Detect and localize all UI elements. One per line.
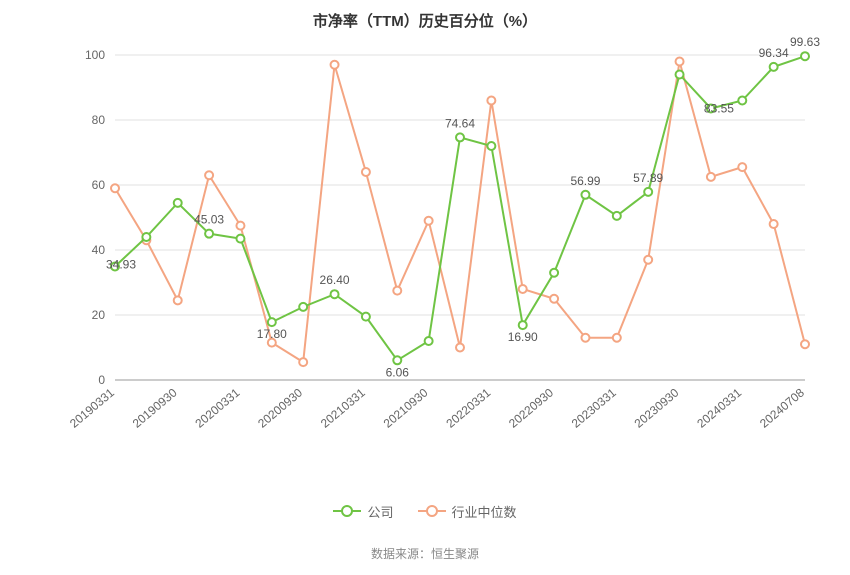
legend-label: 行业中位数 bbox=[452, 502, 517, 521]
x-axis-label: 20240708 bbox=[757, 385, 807, 430]
data-label-company: 16.90 bbox=[508, 330, 538, 344]
marker-industry_median bbox=[581, 334, 589, 342]
marker-company bbox=[770, 63, 778, 71]
marker-industry_median bbox=[676, 58, 684, 66]
marker-industry_median bbox=[613, 334, 621, 342]
marker-industry_median bbox=[456, 344, 464, 352]
marker-industry_median bbox=[205, 171, 213, 179]
marker-company bbox=[268, 318, 276, 326]
legend-marker-icon bbox=[426, 505, 438, 517]
y-axis-label: 100 bbox=[85, 48, 105, 62]
marker-industry_median bbox=[174, 296, 182, 304]
marker-industry_median bbox=[331, 61, 339, 69]
marker-company bbox=[487, 142, 495, 150]
marker-company bbox=[581, 191, 589, 199]
marker-company bbox=[801, 52, 809, 60]
marker-company bbox=[142, 233, 150, 241]
marker-company bbox=[738, 97, 746, 105]
marker-industry_median bbox=[770, 220, 778, 228]
marker-company bbox=[676, 71, 684, 79]
marker-company bbox=[644, 188, 652, 196]
data-label-company: 26.40 bbox=[320, 273, 350, 287]
marker-industry_median bbox=[393, 287, 401, 295]
marker-industry_median bbox=[801, 340, 809, 348]
y-axis-label: 60 bbox=[92, 178, 106, 192]
marker-company bbox=[613, 212, 621, 220]
legend-label: 公司 bbox=[367, 502, 393, 521]
data-label-company: 56.99 bbox=[570, 174, 600, 188]
data-label-company: 34.93 bbox=[106, 257, 136, 271]
y-axis-label: 80 bbox=[92, 113, 106, 127]
marker-company bbox=[425, 337, 433, 345]
y-axis-label: 40 bbox=[92, 243, 106, 257]
marker-company bbox=[456, 133, 464, 141]
marker-company bbox=[550, 269, 558, 277]
data-label-company: 45.03 bbox=[194, 213, 224, 227]
x-axis-label: 20220331 bbox=[443, 385, 493, 430]
marker-industry_median bbox=[299, 358, 307, 366]
data-label-company: 57.89 bbox=[633, 171, 663, 185]
x-axis-label: 20220930 bbox=[506, 385, 556, 430]
x-axis-label: 20230930 bbox=[632, 385, 682, 430]
data-source-footer: 数据来源：恒生聚源 bbox=[0, 545, 850, 562]
legend-item-company[interactable]: 公司 bbox=[333, 502, 393, 521]
marker-company bbox=[393, 356, 401, 364]
y-axis-label: 20 bbox=[92, 308, 106, 322]
x-axis-label: 20210331 bbox=[318, 385, 368, 430]
marker-industry_median bbox=[236, 222, 244, 230]
legend-line-icon bbox=[333, 510, 361, 512]
legend-line-icon bbox=[418, 510, 446, 512]
marker-industry_median bbox=[738, 163, 746, 171]
marker-industry_median bbox=[487, 97, 495, 105]
chart-container: 市净率（TTM）历史百分位（%） 0 20 40 60 80 100 20190331 201… bbox=[0, 0, 850, 575]
marker-industry_median bbox=[519, 285, 527, 293]
data-label-company: 96.34 bbox=[759, 46, 789, 60]
chart-svg: 0 20 40 60 80 100 20190331 20190930 20200331 2020… bbox=[0, 0, 850, 575]
legend-marker-icon bbox=[341, 505, 353, 517]
x-axis-label: 20210930 bbox=[381, 385, 431, 430]
legend: 公司 行业中位数 bbox=[0, 500, 850, 521]
marker-company bbox=[362, 313, 370, 321]
marker-industry_median bbox=[707, 173, 715, 181]
marker-industry_median bbox=[425, 217, 433, 225]
x-axis-label: 20200331 bbox=[192, 385, 242, 430]
marker-industry_median bbox=[111, 184, 119, 192]
marker-company bbox=[519, 321, 527, 329]
data-label-company: 83.55 bbox=[704, 101, 734, 115]
marker-industry_median bbox=[644, 256, 652, 264]
x-axis-label: 20230331 bbox=[569, 385, 619, 430]
marker-company bbox=[205, 230, 213, 238]
marker-industry_median bbox=[550, 295, 558, 303]
data-label-company: 17.80 bbox=[257, 327, 287, 341]
x-axis-label: 20190930 bbox=[130, 385, 180, 430]
chart-title: 市净率（TTM）历史百分位（%） bbox=[0, 10, 850, 31]
marker-company bbox=[174, 199, 182, 207]
marker-industry_median bbox=[362, 168, 370, 176]
legend-item-industry_median[interactable]: 行业中位数 bbox=[418, 502, 517, 521]
x-axis-label: 20240331 bbox=[694, 385, 744, 430]
x-axis-label: 20190331 bbox=[67, 385, 117, 430]
data-label-company: 6.06 bbox=[386, 365, 410, 379]
data-label-company: 99.63 bbox=[790, 35, 820, 49]
y-axis-label: 0 bbox=[98, 373, 105, 387]
marker-company bbox=[331, 290, 339, 298]
marker-company bbox=[299, 303, 307, 311]
marker-company bbox=[236, 235, 244, 243]
x-axis-label: 20200930 bbox=[255, 385, 305, 430]
data-label-company: 74.64 bbox=[445, 116, 475, 130]
